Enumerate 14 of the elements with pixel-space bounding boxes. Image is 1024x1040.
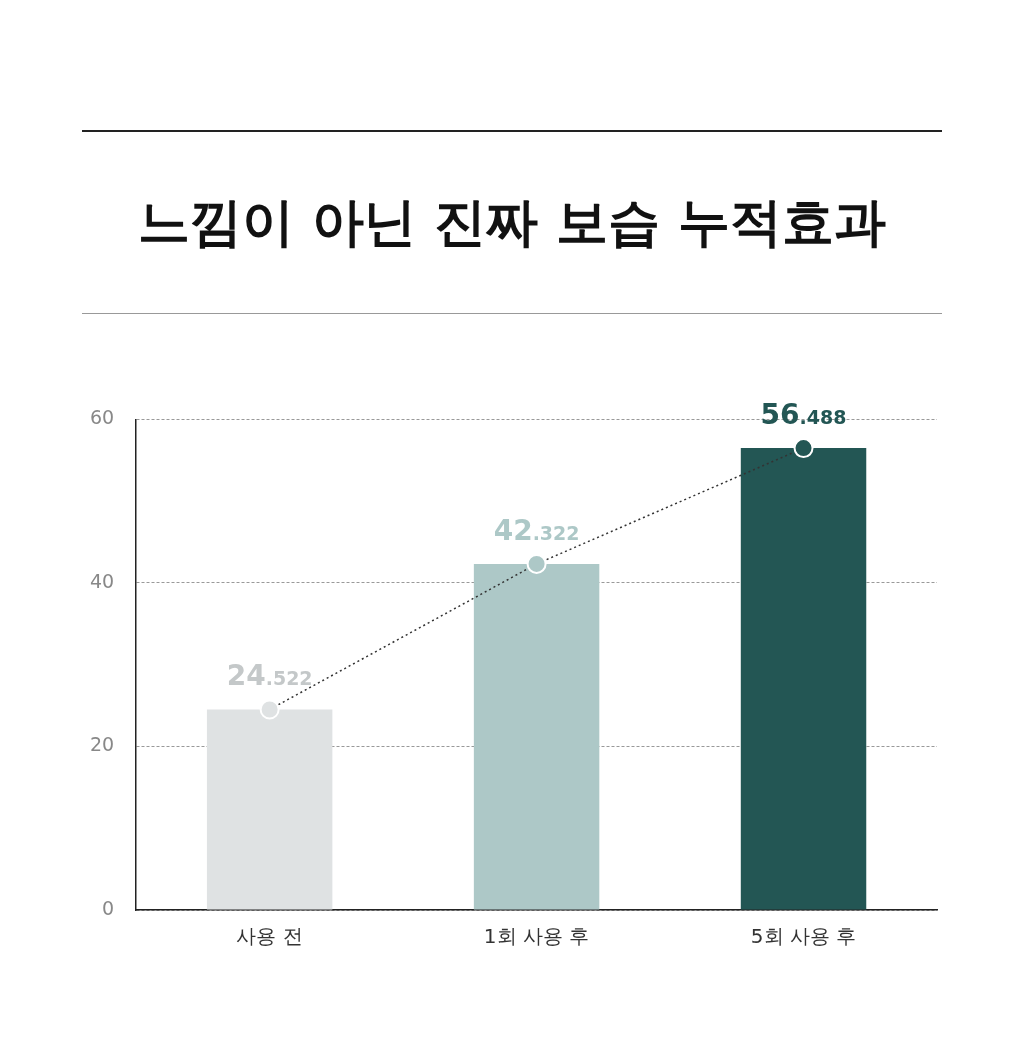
x-tick-label: 사용 전 (236, 924, 303, 949)
data-label: 24.522 (226, 659, 313, 693)
x-tick-label: 1회 사용 후 (483, 924, 590, 949)
chart-title: 느낌이 아닌 진짜 보습 누적효과 (136, 191, 888, 254)
y-tick-label: 60 (89, 406, 115, 429)
x-tick-label: 5회 사용 후 (750, 924, 857, 949)
y-tick-label: 20 (89, 733, 115, 756)
point (259, 699, 280, 720)
y-tick-label: 0 (102, 896, 115, 919)
data-label: 56.488 (760, 398, 847, 432)
data-label: 42.322 (493, 513, 580, 547)
point (793, 438, 814, 459)
point (526, 553, 547, 574)
y-tick-label: 40 (89, 569, 115, 592)
